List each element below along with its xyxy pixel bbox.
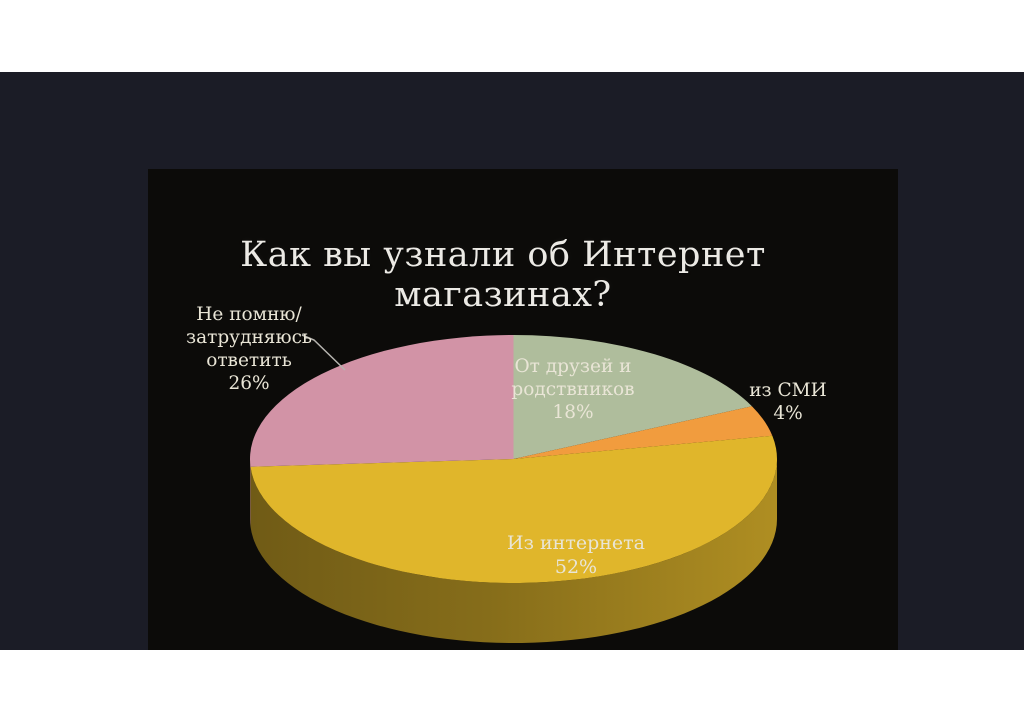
- label-value: 26%: [228, 373, 270, 394]
- label-line: От друзей и: [514, 356, 632, 377]
- leader-line-26-percent: [301, 334, 346, 371]
- presentation-background: Как вы узнали об Интернет магазинах? Не …: [0, 72, 1024, 697]
- chart-title: Как вы узнали об Интернет магазинах?: [240, 235, 766, 315]
- bottom-margin: [0, 650, 1024, 723]
- label-line: затрудняюсь: [185, 327, 312, 348]
- label-line: Из интернета: [507, 532, 645, 554]
- pie-3d-chart: [249, 334, 777, 644]
- label-iz-smi: из СМИ 4%: [718, 379, 858, 425]
- label-line: из СМИ: [749, 380, 827, 401]
- label-line: Не помню/: [196, 304, 302, 325]
- pie-side-3: [250, 459, 251, 527]
- label-ne-pomnyu: Не помню/ затрудняюсь ответить 26%: [154, 303, 344, 395]
- pie-side-2: [250, 459, 777, 644]
- label-iz-interneta: Из интернета 52%: [466, 531, 686, 579]
- slide: Как вы узнали об Интернет магазинах? Не …: [148, 169, 898, 697]
- label-line: ответить: [206, 350, 292, 371]
- label-line: родствников: [511, 379, 635, 400]
- label-ot-druzey: От друзей и родствников 18%: [488, 355, 658, 424]
- label-value: 4%: [773, 403, 803, 424]
- pie-slice-3: [249, 335, 514, 467]
- top-margin: [0, 0, 1024, 72]
- label-value: 52%: [554, 556, 598, 578]
- label-value: 18%: [552, 402, 594, 423]
- pie-slice-1: [513, 406, 773, 459]
- pie-slice-2: [250, 435, 777, 584]
- pie-slice-0: [513, 335, 752, 459]
